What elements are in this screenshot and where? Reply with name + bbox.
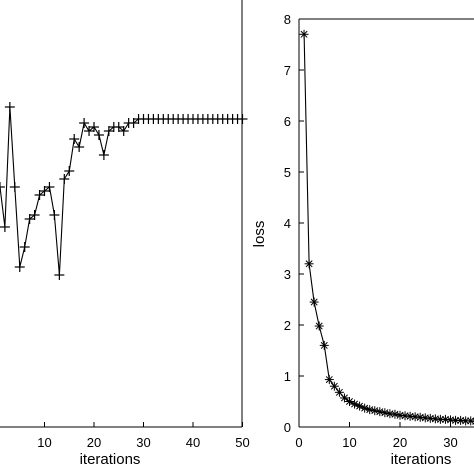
left-data-point	[44, 182, 55, 192]
left-data-point	[118, 126, 129, 136]
right-data-point	[420, 413, 430, 423]
left-data-point	[89, 122, 99, 132]
left-data-point	[14, 262, 25, 272]
left-data-point	[34, 190, 45, 200]
right-series-line	[303, 34, 474, 422]
right-data-point	[309, 297, 319, 307]
right-data-point	[395, 410, 405, 420]
right-x-ticks: 0 10 20 30	[295, 422, 458, 450]
right-data-point	[430, 414, 440, 424]
left-data-point	[0, 222, 10, 232]
left-accuracy-chart: 10 20 30 40 50 iterations	[0, 0, 250, 468]
right-data-point	[385, 409, 395, 419]
right-data-point	[375, 407, 385, 417]
right-loss-chart: 0 1 2 3 4 5 6 7 8 0 10 20 30 loss iterations	[251, 12, 474, 468]
left-data-point	[4, 102, 15, 112]
right-y-tick-label: 2	[284, 318, 291, 333]
right-data-point	[319, 340, 329, 350]
left-data-point	[29, 210, 40, 220]
right-data-point	[415, 412, 425, 422]
right-y-tick-label: 8	[284, 12, 291, 27]
left-x-tick-label: 50	[235, 435, 249, 450]
left-data-point	[19, 242, 30, 252]
right-data-point	[299, 29, 309, 39]
left-x-tick-label: 40	[186, 435, 200, 450]
left-data-point	[39, 186, 50, 196]
right-y-tick-label: 7	[284, 63, 291, 78]
right-y-ticks: 0 1 2 3 4 5 6 7 8	[284, 12, 304, 435]
right-data-point	[400, 411, 410, 421]
left-data-point	[9, 182, 20, 192]
right-x-tick-label: 10	[342, 435, 356, 450]
right-y-tick-label: 3	[284, 267, 291, 282]
left-data-point	[84, 126, 95, 136]
right-y-tick-label: 1	[284, 369, 291, 384]
left-data-point	[237, 114, 248, 124]
left-x-tick-label: 30	[136, 435, 150, 450]
left-data-point	[98, 150, 109, 160]
right-data-point	[334, 387, 344, 397]
left-data-point	[103, 126, 114, 136]
left-data-point	[69, 134, 80, 144]
left-data-point	[128, 118, 139, 128]
left-data-point	[59, 174, 70, 184]
right-data-point	[410, 412, 420, 422]
right-y-axis-title: loss	[251, 221, 268, 248]
right-data-point	[425, 413, 435, 423]
right-data-point	[461, 416, 471, 426]
right-data-point	[440, 414, 450, 424]
left-data-point	[64, 166, 75, 176]
right-data-point	[314, 321, 324, 331]
left-series-markers	[0, 102, 248, 280]
left-x-tick-label: 10	[37, 435, 51, 450]
right-y-tick-label: 6	[284, 114, 291, 129]
left-data-point	[113, 122, 124, 132]
right-data-point	[339, 393, 349, 403]
right-x-tick-label: 30	[443, 435, 457, 450]
left-x-axis-title: iterations	[80, 451, 141, 468]
right-data-point	[304, 259, 314, 269]
left-data-point	[24, 214, 35, 224]
left-series-line	[0, 106, 243, 276]
left-data-point	[0, 182, 5, 192]
right-x-axis-title: iterations	[391, 451, 452, 468]
left-data-point	[54, 270, 65, 280]
left-data-point	[74, 142, 85, 152]
left-x-tick-label: 20	[87, 435, 101, 450]
right-data-point	[446, 415, 455, 425]
left-data-point	[93, 130, 104, 140]
right-y-tick-label: 5	[284, 165, 291, 180]
right-y-tick-label: 4	[284, 216, 291, 231]
right-series-markers	[299, 29, 474, 426]
right-y-tick-label: 0	[284, 420, 291, 435]
right-data-point	[456, 415, 466, 425]
right-data-point	[324, 375, 334, 385]
right-data-point	[405, 411, 415, 421]
left-data-point	[79, 118, 90, 128]
right-x-tick-label: 0	[295, 435, 302, 450]
right-data-point	[370, 406, 380, 416]
right-x-tick-label: 20	[393, 435, 407, 450]
right-data-point	[329, 381, 339, 391]
left-x-ticks: 10 20 30 40 50	[37, 422, 250, 450]
left-data-point	[49, 210, 60, 220]
